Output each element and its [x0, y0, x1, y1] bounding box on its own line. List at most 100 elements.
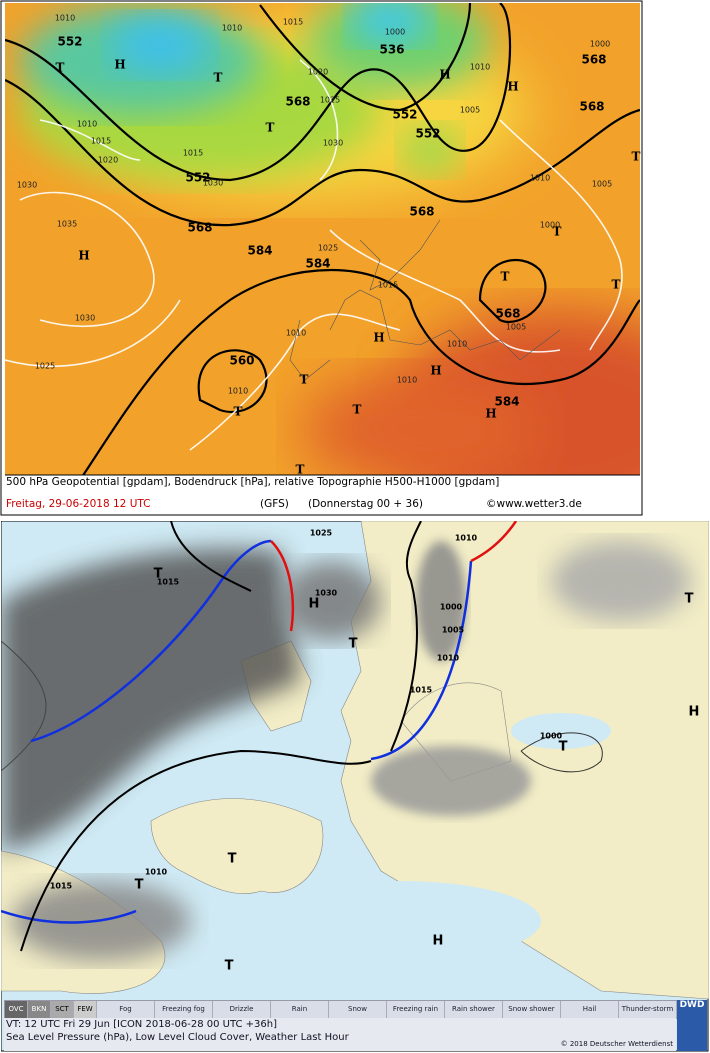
map-label: 1015 — [378, 281, 398, 290]
legend-item: Freezing fog — [155, 1001, 213, 1018]
map-label: T — [234, 405, 243, 419]
map-label: 1010 — [286, 329, 306, 338]
map-label: 1000 — [590, 40, 610, 49]
map-label: T — [501, 270, 510, 284]
map-label: 1010 — [447, 340, 467, 349]
map-label: T — [225, 959, 234, 974]
map-label: 1005 — [592, 180, 612, 189]
map-label: 1005 — [460, 106, 480, 115]
map-label: T — [135, 878, 144, 893]
legend-item: Thunder-storm — [619, 1001, 677, 1018]
map-label: 568 — [187, 221, 212, 235]
map-label: T — [559, 740, 568, 755]
map-label: 1030 — [75, 314, 95, 323]
map-label: 568 — [285, 95, 310, 109]
map-label: 584 — [305, 257, 330, 271]
bottom-map: 10251015TH1030T10101000100510101015TH100… — [1, 521, 709, 1052]
map-label: 1010 — [228, 387, 248, 396]
fronts — [1, 521, 603, 952]
map-label: 552 — [392, 108, 417, 122]
map-label: 1000 — [540, 221, 560, 230]
map-label: 1020 — [308, 68, 328, 77]
map-label: 1020 — [98, 156, 118, 165]
logo: DWD — [677, 1000, 707, 1051]
description: Sea Level Pressure (hPa), Low Level Clou… — [6, 1032, 349, 1043]
legend-item: Freezing rain — [387, 1001, 445, 1018]
credit: ©www.wetter3.de — [486, 498, 582, 510]
map-label: 1010 — [397, 376, 417, 385]
map-label: T — [349, 637, 358, 652]
map-label: 568 — [579, 100, 604, 114]
map-label: T — [56, 61, 65, 75]
map-label: T — [612, 278, 621, 292]
map-label: 1010 — [222, 24, 242, 33]
legend-item: Hail — [561, 1001, 619, 1018]
map-label: 1030 — [315, 589, 338, 598]
map-label: 1010 — [77, 120, 97, 129]
map-label: 568 — [581, 53, 606, 67]
map-label: 1025 — [310, 529, 333, 538]
run: (Donnerstag 00 + 36) — [308, 498, 423, 510]
map-label: 536 — [379, 43, 404, 57]
legend-item: Snow shower — [503, 1001, 561, 1018]
map-label: H — [373, 331, 384, 345]
legend-item: Rain — [271, 1001, 329, 1018]
map-label: 1030 — [203, 179, 223, 188]
legend: OVC BKN SCT FEW Fog Freezing fog Drizzle Rain Sn… — [4, 1000, 678, 1019]
map-label: 1030 — [17, 181, 37, 190]
legend-item: Fog — [97, 1001, 155, 1018]
legend-item: BKN — [28, 1001, 51, 1018]
legend-item: FEW — [74, 1001, 97, 1018]
map-label: 1000 — [440, 603, 463, 612]
map-label: 1015 — [157, 578, 180, 587]
map-label: 568 — [495, 307, 520, 321]
map-label: 552 — [415, 127, 440, 141]
map-label: H — [689, 705, 700, 720]
map-label: T — [214, 71, 223, 85]
map-label: T — [353, 403, 362, 417]
map-label: 1010 — [145, 868, 168, 877]
legend-item: Rain shower — [445, 1001, 503, 1018]
map-label: 1000 — [540, 732, 563, 741]
map-label: 1010 — [470, 63, 490, 72]
map-label: 1005 — [442, 626, 465, 635]
map-label: T — [228, 852, 237, 867]
map-label: H — [309, 597, 320, 612]
map-label: 1015 — [183, 149, 203, 158]
map-label: H — [439, 68, 450, 82]
map-label: 584 — [494, 395, 519, 409]
legend-item: OVC — [5, 1001, 28, 1018]
map-label: 1025 — [320, 96, 340, 105]
map-label: 1015 — [91, 137, 111, 146]
map-label: T — [266, 121, 275, 135]
map-label: H — [507, 80, 518, 94]
map-field — [5, 3, 640, 475]
map-label: 568 — [409, 205, 434, 219]
map-label: 1015 — [50, 882, 73, 891]
map-label: T — [154, 567, 163, 582]
map-label: 1010 — [437, 654, 460, 663]
map-label: H — [485, 407, 496, 421]
map-label: T — [685, 592, 694, 607]
map-label: H — [78, 249, 89, 263]
map-label: 1025 — [35, 362, 55, 371]
map-label: 1030 — [323, 139, 343, 148]
map-label: 560 — [229, 354, 254, 368]
map-label: 1010 — [455, 534, 478, 543]
map-label: 1005 — [506, 323, 526, 332]
map-label: 1015 — [410, 686, 433, 695]
map-label: T — [296, 463, 305, 477]
model: (GFS) — [260, 498, 289, 510]
caption: 500 hPa Geopotential [gpdam], Bodendruck… — [6, 476, 499, 488]
map-label: 584 — [247, 244, 272, 258]
map-label: 1025 — [318, 244, 338, 253]
sea — [261, 713, 611, 961]
map-label: T — [632, 150, 641, 164]
map-label: H — [430, 364, 441, 378]
top-map: 1010 552 T H T 1010 1015 1020 568 1025 T 1030 1015 55… — [0, 0, 643, 516]
map-label: T — [300, 373, 309, 387]
legend-item: Drizzle — [213, 1001, 271, 1018]
footer: VT: 12 UTC Fri 29 Jun [ICON 2018-06-28 0… — [4, 1018, 676, 1051]
credit: © 2018 Deutscher Wetterdienst — [560, 1040, 673, 1048]
